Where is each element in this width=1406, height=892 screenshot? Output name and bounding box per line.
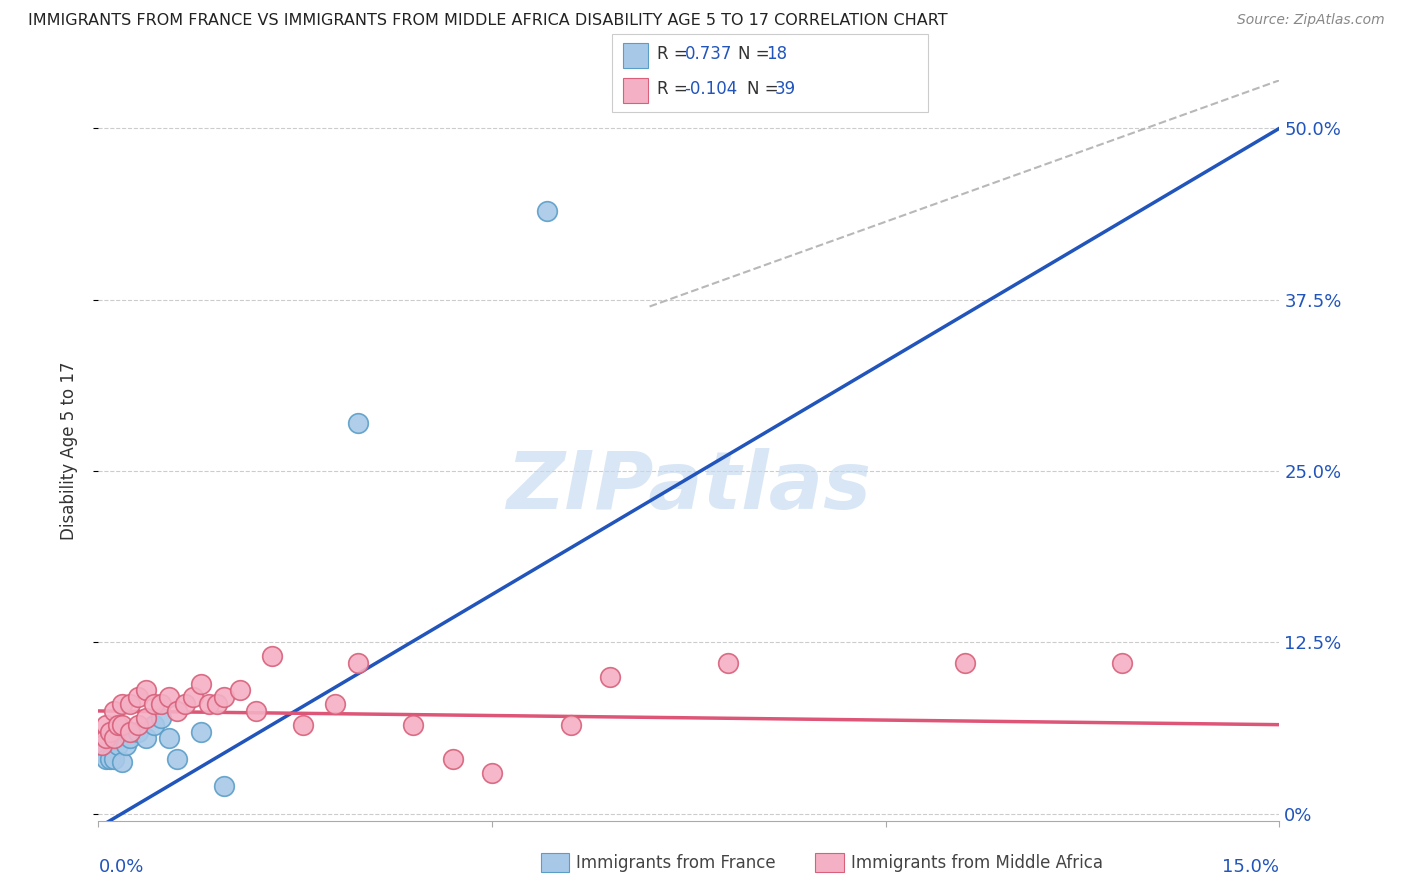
Text: R =: R = xyxy=(657,80,693,98)
Point xyxy=(111,717,134,731)
Point xyxy=(98,724,121,739)
Point xyxy=(91,738,114,752)
Text: N =: N = xyxy=(747,80,783,98)
Point xyxy=(717,656,740,670)
Point xyxy=(118,731,141,746)
Point xyxy=(111,697,134,711)
Point xyxy=(1111,656,1133,670)
Text: 0.0%: 0.0% xyxy=(98,858,143,876)
Point xyxy=(481,765,503,780)
Point xyxy=(103,704,125,718)
Point xyxy=(214,780,236,794)
Point xyxy=(245,704,267,718)
Point xyxy=(157,690,180,705)
Point xyxy=(292,717,315,731)
Point xyxy=(197,697,219,711)
Point xyxy=(166,752,188,766)
Point xyxy=(103,731,125,746)
Point xyxy=(560,717,582,731)
Text: ZIPatlas: ZIPatlas xyxy=(506,449,872,526)
Point xyxy=(118,697,141,711)
Point xyxy=(190,676,212,690)
Point xyxy=(599,670,621,684)
Point xyxy=(260,649,283,664)
Point xyxy=(111,755,134,769)
Point xyxy=(214,690,236,705)
Point xyxy=(166,704,188,718)
Text: Source: ZipAtlas.com: Source: ZipAtlas.com xyxy=(1237,13,1385,28)
Point xyxy=(96,752,118,766)
Point xyxy=(150,697,173,711)
Point xyxy=(402,717,425,731)
Point xyxy=(441,752,464,766)
Point xyxy=(142,697,165,711)
Text: Immigrants from Middle Africa: Immigrants from Middle Africa xyxy=(851,854,1102,871)
Point xyxy=(135,731,157,746)
Point xyxy=(107,717,129,731)
Point xyxy=(115,738,138,752)
Point xyxy=(174,697,197,711)
Point xyxy=(127,690,149,705)
Point xyxy=(157,731,180,746)
Point xyxy=(127,717,149,731)
Point xyxy=(103,752,125,766)
Text: 39: 39 xyxy=(775,80,796,98)
Point xyxy=(181,690,204,705)
Point xyxy=(323,697,346,711)
Text: 18: 18 xyxy=(766,45,787,62)
Point xyxy=(118,724,141,739)
Point xyxy=(953,656,976,670)
Text: 0.737: 0.737 xyxy=(685,45,733,62)
Point xyxy=(190,724,212,739)
Point xyxy=(107,738,129,752)
Y-axis label: Disability Age 5 to 17: Disability Age 5 to 17 xyxy=(59,361,77,540)
Point xyxy=(229,683,252,698)
Text: -0.104: -0.104 xyxy=(685,80,738,98)
Point xyxy=(142,717,165,731)
Text: N =: N = xyxy=(738,45,775,62)
Text: 15.0%: 15.0% xyxy=(1222,858,1279,876)
Point xyxy=(135,711,157,725)
Point xyxy=(536,203,558,218)
Point xyxy=(96,731,118,746)
Point xyxy=(98,752,121,766)
Point xyxy=(347,656,370,670)
Point xyxy=(205,697,228,711)
Point xyxy=(150,711,173,725)
Point xyxy=(347,416,370,430)
Point xyxy=(96,717,118,731)
Point xyxy=(135,683,157,698)
Text: IMMIGRANTS FROM FRANCE VS IMMIGRANTS FROM MIDDLE AFRICA DISABILITY AGE 5 TO 17 C: IMMIGRANTS FROM FRANCE VS IMMIGRANTS FRO… xyxy=(28,13,948,29)
Text: Immigrants from France: Immigrants from France xyxy=(576,854,776,871)
Text: R =: R = xyxy=(657,45,693,62)
Point xyxy=(127,724,149,739)
Point xyxy=(91,745,114,759)
